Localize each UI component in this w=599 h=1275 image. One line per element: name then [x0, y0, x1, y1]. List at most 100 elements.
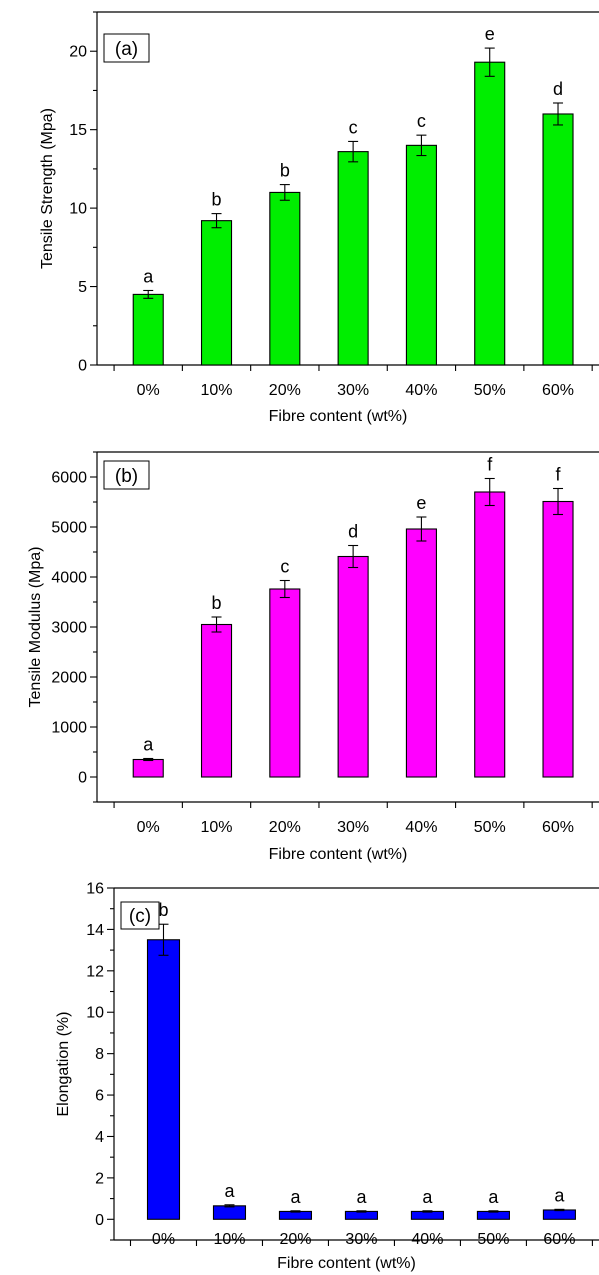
chart-1-y-tick-label: 5 — [78, 279, 87, 296]
chart-3-x-tick-label: 50% — [477, 1231, 509, 1248]
chart-2-y-tick-label: 1000 — [51, 720, 87, 737]
chart-3-x-tick-label: 20% — [279, 1231, 311, 1248]
chart-1-significance-letter: b — [280, 161, 290, 181]
chart-3-y-tick-label: 16 — [86, 881, 104, 898]
chart-1-y-tick-label: 10 — [69, 201, 87, 218]
chart-2-x-axis-title: Fibre content (wt%) — [269, 846, 408, 863]
chart-3-bar — [146, 939, 181, 1220]
chart-3-panel-label-box — [120, 901, 160, 930]
chart-2-x-tick-label: 50% — [474, 819, 506, 836]
chart-2-significance-letter: e — [416, 493, 426, 513]
chart-1-bar — [200, 220, 233, 366]
chart-3-y-tick-label: 4 — [95, 1129, 104, 1146]
chart-2-significance-letter: a — [143, 735, 154, 755]
chart-3-y-tick-label: 0 — [95, 1212, 104, 1229]
chart-3-significance-letter: a — [422, 1187, 433, 1207]
chart-2-significance-letter: f — [556, 465, 562, 485]
chart-1-x-tick-label: 0% — [137, 382, 160, 399]
chart-1-x-tick-label: 40% — [405, 382, 437, 399]
chart-1-bar — [474, 61, 506, 366]
chart-1-y-tick-label: 20 — [69, 44, 87, 61]
chart-2-panel-label: (b) — [115, 466, 138, 487]
chart-3-significance-letter: a — [290, 1187, 301, 1207]
chart-1-x-tick-label: 20% — [269, 382, 301, 399]
chart-2-x-tick-label: 20% — [269, 819, 301, 836]
chart-1-y-tick-label: 15 — [69, 122, 87, 139]
chart-3-significance-letter: b — [158, 900, 168, 920]
chart-1-bar — [405, 144, 437, 366]
chart-2-x-tick-label: 0% — [137, 819, 160, 836]
chart-3-significance-letter: a — [224, 1181, 235, 1201]
chart-3-x-axis-title: Fibre content (wt%) — [277, 1255, 416, 1272]
chart-2-x-tick-label: 40% — [405, 819, 437, 836]
chart-3-x-tick-label: 40% — [411, 1231, 443, 1248]
chart-3-bar — [476, 1210, 510, 1220]
chart-1-panel-label-box — [103, 33, 150, 63]
chart-1-y-axis-title: Tensile Strength (Mpa) — [39, 108, 56, 269]
chart-2-x-tick-label: 10% — [201, 819, 233, 836]
chart-2-y-tick-label: 0 — [78, 770, 87, 787]
chart-1-significance-letter: b — [212, 190, 222, 210]
chart-2-x-tick-label: 60% — [542, 819, 574, 836]
chart-2-y-tick-label: 2000 — [51, 670, 87, 687]
chart-1-bar — [132, 293, 164, 366]
chart-1-significance-letter: d — [553, 79, 563, 99]
chart-1-bar — [542, 113, 574, 366]
chart-2-y-tick-label: 5000 — [51, 520, 87, 537]
chart-3-x-tick-label: 0% — [152, 1231, 175, 1248]
chart-3-x-tick-label: 30% — [345, 1231, 377, 1248]
chart-1-panel-label: (a) — [115, 39, 138, 60]
chart-2-significance-letter: b — [212, 593, 222, 613]
chart-2-panel-label-box — [103, 460, 150, 490]
chart-2-bar — [337, 555, 369, 778]
chart-3-y-tick-label: 6 — [95, 1088, 104, 1105]
chart-3-bar — [410, 1210, 444, 1220]
chart-1-significance-letter: e — [485, 24, 495, 44]
chart-2-bar — [200, 623, 233, 778]
chart-3-bar — [278, 1210, 313, 1220]
chart-2-panel: 0 1000 2000 3000 4000 5000 6000 a 0% b 10% c 20% d 30%… — [27, 451, 599, 863]
chart-3-significance-letter: a — [356, 1187, 367, 1207]
chart-1-panel: 0 5 10 15 20 a 0% b 10% b 20% c 30% c 40% e 50% d 60% Fibre… — [39, 11, 599, 425]
chart-2-bar — [474, 491, 506, 778]
chart-1-x-tick-label: 60% — [542, 382, 574, 399]
chart-1-bar — [337, 151, 369, 366]
chart-2-bar — [405, 528, 437, 778]
chart-1-x-axis-title: Fibre content (wt%) — [269, 408, 408, 425]
chart-3-y-axis-title: Elongation (%) — [55, 1012, 72, 1117]
chart-1-significance-letter: c — [349, 117, 358, 137]
chart-3-significance-letter: a — [488, 1187, 499, 1207]
chart-3-panel-label: (c) — [129, 906, 151, 927]
chart-1-significance-letter: c — [417, 111, 426, 131]
chart-1-x-tick-label: 30% — [337, 382, 369, 399]
chart-2-y-tick-label: 4000 — [51, 570, 87, 587]
chart-2-significance-letter: d — [348, 522, 358, 542]
chart-2-bar — [542, 500, 574, 778]
chart-3-y-tick-label: 12 — [86, 963, 104, 980]
chart-2-bar — [132, 758, 164, 778]
chart-3-bar — [542, 1209, 576, 1220]
chart-1-x-tick-label: 10% — [201, 382, 233, 399]
chart-2-x-tick-label: 30% — [337, 819, 369, 836]
chart-3-significance-letter: a — [554, 1185, 565, 1205]
chart-1-x-tick-label: 50% — [474, 382, 506, 399]
chart-1-bar — [269, 191, 301, 366]
chart-2-y-axis-title: Tensile Modulus (Mpa) — [27, 547, 44, 708]
chart-2-significance-letter: c — [280, 557, 289, 577]
chart-3-bar — [344, 1210, 378, 1220]
chart-3-y-tick-label: 10 — [86, 1005, 104, 1022]
chart-3-x-tick-label: 60% — [543, 1231, 575, 1248]
chart-3-x-tick-label: 10% — [213, 1231, 245, 1248]
chart-2-significance-letter: f — [487, 455, 493, 475]
chart-3-panel: 0 2 4 6 8 10 12 14 16 b 0% a 10% a 20% a 30% a 40% a 50% a 60%… — [55, 881, 599, 1272]
chart-3-y-tick-label: 8 — [95, 1046, 104, 1063]
chart-2-y-tick-label: 6000 — [51, 470, 87, 487]
chart-1-significance-letter: a — [143, 266, 154, 286]
chart-2-bar — [269, 588, 301, 778]
chart-1-y-tick-label: 0 — [78, 358, 87, 375]
chart-3-bar — [212, 1205, 247, 1220]
chart-3-y-tick-label: 2 — [95, 1170, 104, 1187]
chart-3-y-tick-label: 14 — [86, 922, 104, 939]
chart-2-y-tick-label: 3000 — [51, 620, 87, 637]
